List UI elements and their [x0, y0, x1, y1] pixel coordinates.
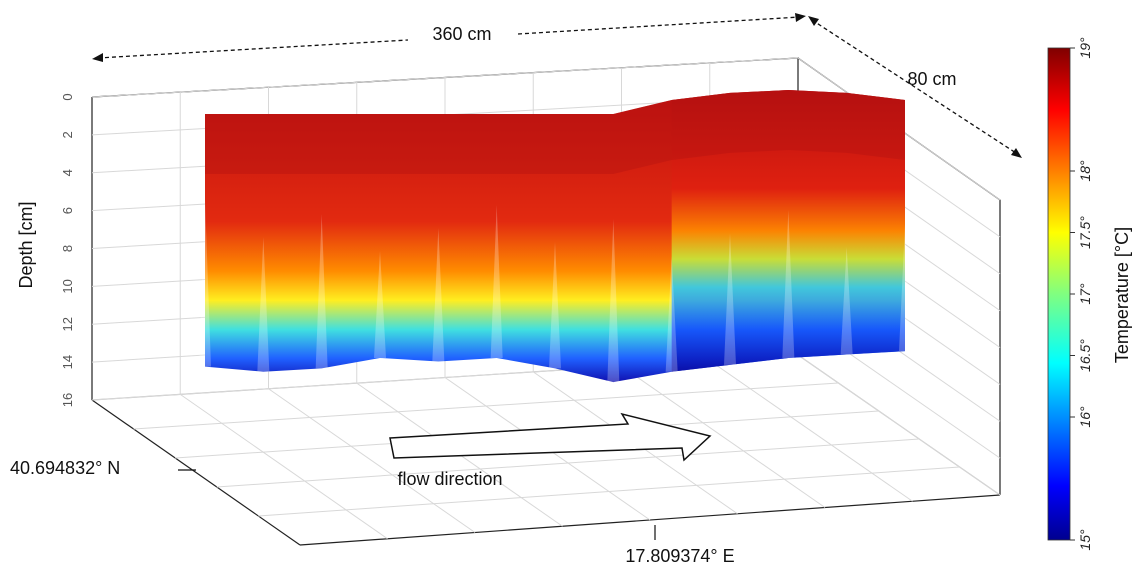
surface-spike — [549, 242, 561, 369]
depth-tick-label: 6 — [60, 207, 75, 214]
surface-spike — [665, 256, 678, 372]
arrowhead-bottom — [1011, 148, 1022, 158]
longitude-label: 17.809374° E — [625, 546, 734, 566]
length-dimension: 360 cm — [92, 13, 806, 62]
grid-line — [621, 365, 826, 508]
floor-left-edge — [91, 399, 301, 546]
depth-tick-label: 10 — [60, 279, 75, 293]
depth-tick-label: 16 — [60, 393, 75, 407]
surface-spike — [490, 205, 503, 358]
width-dimension: 80 cm — [808, 16, 1022, 158]
flow-direction-label: flow direction — [397, 469, 502, 489]
length-label: 360 cm — [432, 24, 491, 44]
flow-arrow-shape — [389, 412, 712, 462]
surface-spike — [899, 224, 911, 352]
surface-spike — [724, 233, 736, 365]
surface-right-section — [671, 90, 905, 372]
depth-tick-label: 14 — [60, 355, 75, 369]
grid-line — [709, 360, 913, 502]
colorbar: 15° 16° 16.5° 17° 17.5° 18° 19° Temperature [°… — [1047, 37, 1132, 551]
surface-spike — [782, 210, 795, 358]
colorbar-tick-label: 18° — [1077, 160, 1093, 182]
grid-line — [258, 466, 960, 517]
colorbar-gradient — [1047, 47, 1071, 541]
depth-tick-label: 2 — [60, 131, 75, 138]
grid-line — [797, 354, 1001, 496]
colorbar-ticks: 15° 16° 16.5° 17° 17.5° 18° 19° — [1070, 37, 1093, 551]
colorbar-tick-label: 17.5° — [1077, 216, 1093, 249]
arrowhead-right — [795, 13, 806, 22]
surface-spike — [257, 237, 270, 372]
depth-tick-label: 12 — [60, 317, 75, 331]
width-label: 80 cm — [907, 69, 956, 89]
surface-spike — [607, 219, 620, 383]
temperature-surface — [199, 90, 911, 383]
colorbar-tick-label: 16° — [1077, 406, 1093, 428]
colorbar-tick-label: 16.5° — [1077, 339, 1093, 372]
surface-spike — [199, 200, 211, 367]
surface-spike — [315, 214, 328, 369]
colorbar-label: Temperature [°C] — [1112, 227, 1132, 363]
depth-tick-label: 8 — [60, 245, 75, 252]
grid-line — [268, 388, 476, 533]
depth-tick-label: 4 — [60, 169, 75, 176]
colorbar-tick-label: 19° — [1077, 37, 1093, 59]
surface-spike — [840, 247, 853, 355]
grid-line — [216, 438, 920, 488]
flow-direction-arrow: flow direction — [389, 412, 712, 489]
colorbar-tick-label: 17° — [1077, 283, 1093, 305]
surface-spike — [374, 251, 386, 358]
latitude-label: 40.694832° N — [10, 458, 120, 478]
grid-line — [179, 393, 388, 540]
depth-ticks: 0 2 4 6 8 10 12 14 16 — [60, 93, 75, 407]
arrowhead-top — [808, 16, 819, 26]
surface-spike — [432, 228, 445, 362]
depth-axis-label: Depth [cm] — [16, 201, 36, 288]
colorbar-tick-label: 15° — [1077, 529, 1093, 551]
arrowhead-left — [92, 53, 103, 62]
surface-top-band — [205, 90, 905, 174]
depth-tick-label: 0 — [60, 93, 75, 100]
grid-line — [133, 382, 839, 430]
